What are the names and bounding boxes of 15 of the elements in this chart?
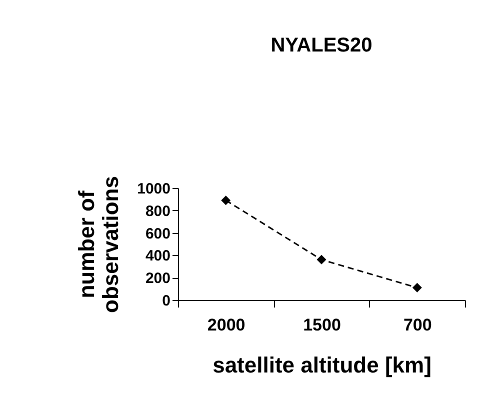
y-tick-label: 800 xyxy=(145,202,170,220)
point xyxy=(316,254,326,264)
y-tick-label: 400 xyxy=(145,248,170,265)
y-tick-label: 200 xyxy=(145,270,170,288)
chart-title: NYALES20 xyxy=(270,34,372,57)
y-axis-title: number of observations xyxy=(74,176,124,313)
x-axis-title: satellite altitude [km] xyxy=(212,352,432,378)
point xyxy=(221,196,231,206)
x-tick-label: 2000 xyxy=(207,316,246,334)
y-tick-label: 1000 xyxy=(137,180,170,198)
x-tick-label: 1500 xyxy=(303,316,341,334)
point xyxy=(412,282,422,292)
x-tick-label: 700 xyxy=(403,316,432,334)
y-tick-label: 0 xyxy=(162,292,170,310)
y-tick-label: 600 xyxy=(145,225,170,242)
